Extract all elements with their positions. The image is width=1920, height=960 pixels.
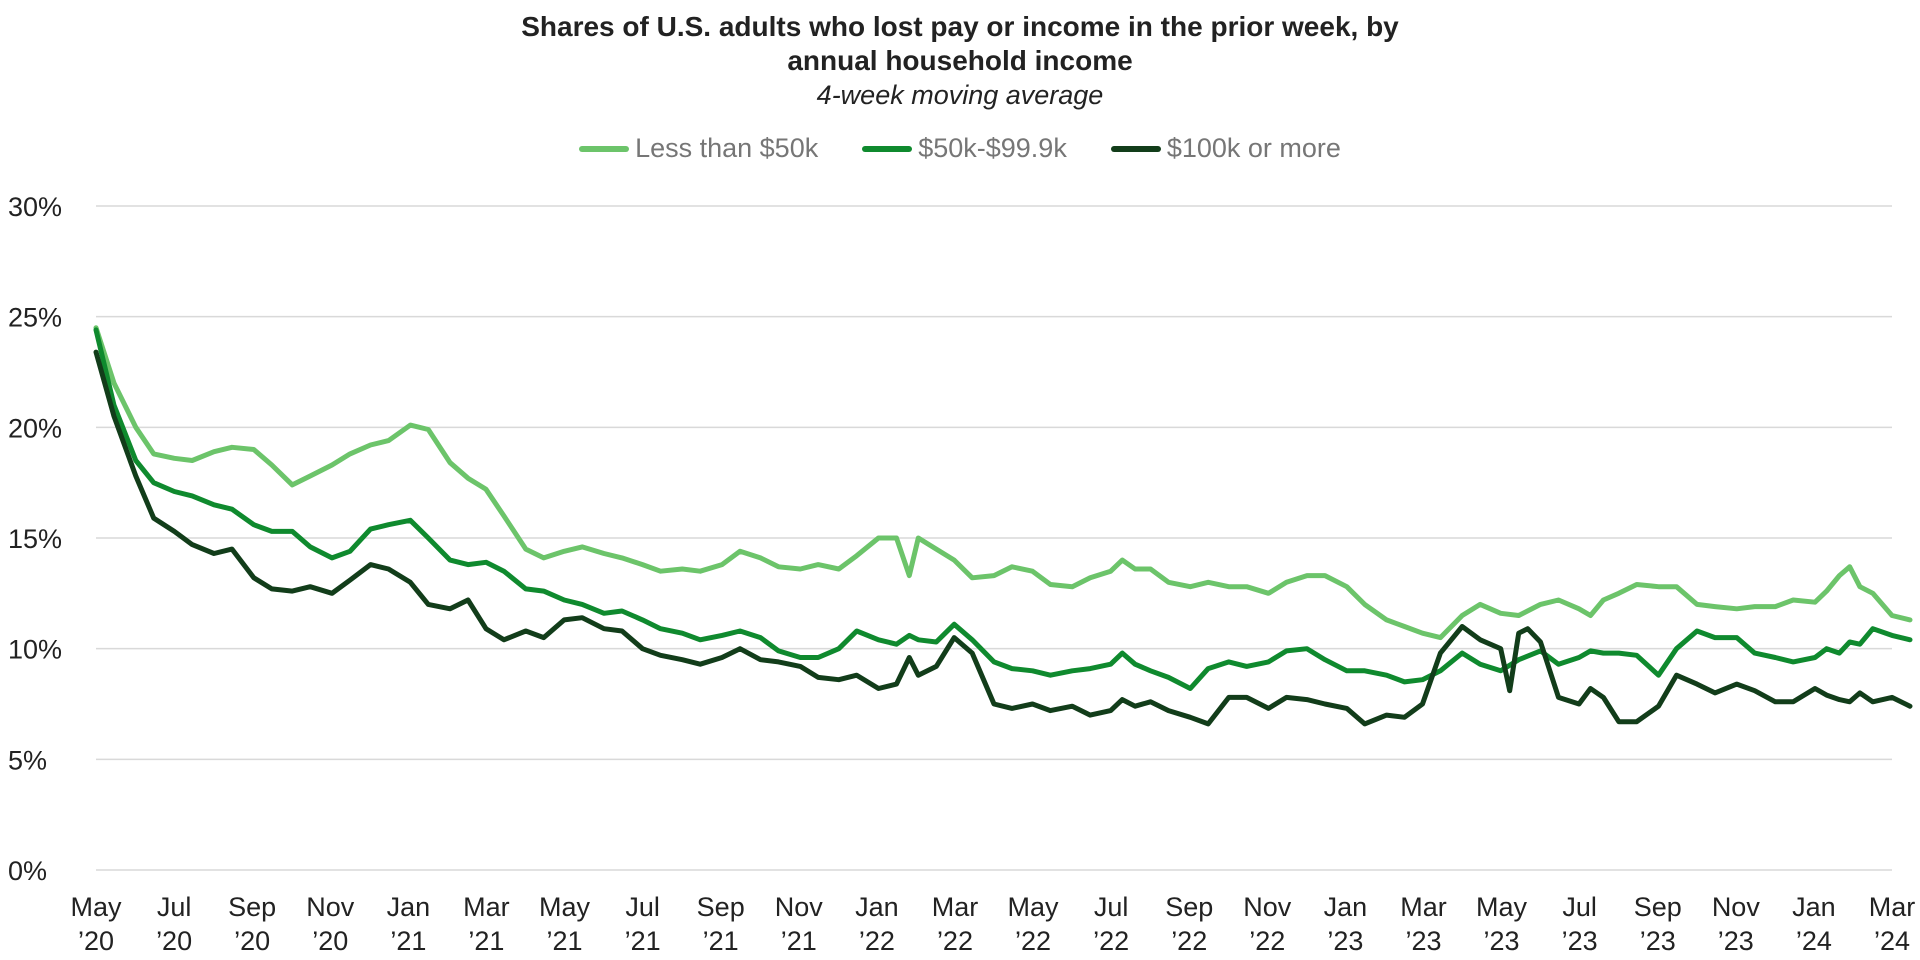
legend-label-under-50k: Less than $50k xyxy=(635,133,819,163)
x-tick-label: Mar ’22 xyxy=(932,892,979,956)
series-lines xyxy=(93,325,1913,727)
chart-title: Shares of U.S. adults who lost pay or in… xyxy=(521,11,1399,76)
x-tick-label: Jan ’23 xyxy=(1324,892,1368,956)
y-tick-label: 30% xyxy=(8,192,62,222)
legend-swatch-50k-99k xyxy=(862,145,913,152)
x-tick-label: Jul ’23 xyxy=(1562,892,1598,956)
legend-item-under-50k: Less than $50k xyxy=(579,133,818,164)
x-tick-label: Sep ’22 xyxy=(1165,892,1213,956)
legend-label-100k-plus: $100k or more xyxy=(1166,133,1341,163)
series-line-0 xyxy=(93,325,1913,641)
y-tick-label: 5% xyxy=(8,745,47,775)
x-tick-label: Jan ’21 xyxy=(387,892,431,956)
x-tick-label: Jul ’20 xyxy=(156,892,192,956)
x-tick-label: Mar ’21 xyxy=(463,892,510,956)
chart-subtitle: 4-week moving average xyxy=(816,80,1104,110)
x-tick-label: Jul ’21 xyxy=(625,892,661,956)
y-tick-label: 20% xyxy=(8,413,62,443)
y-tick-label: 15% xyxy=(8,524,62,554)
x-tick-label: Nov ’23 xyxy=(1712,892,1761,956)
x-tick-label: Mar ’23 xyxy=(1400,892,1447,956)
legend-swatch-100k-plus xyxy=(1110,145,1161,152)
series-line-1 xyxy=(93,327,1913,691)
x-tick-label: Jul ’22 xyxy=(1093,892,1129,956)
x-tick-label: Jan ’24 xyxy=(1792,892,1836,956)
y-tick-label: 25% xyxy=(8,303,62,333)
x-tick-label: Jan ’22 xyxy=(855,892,899,956)
series-line-2 xyxy=(93,349,1913,727)
chart-legend: Less than $50k $50k-$99.9k $100k or more xyxy=(0,133,1920,164)
x-tick-label: May ’22 xyxy=(1008,892,1060,956)
legend-swatch-under-50k xyxy=(579,145,630,152)
legend-item-50k-99k: $50k-$99.9k xyxy=(862,133,1067,164)
chart-title-block: Shares of U.S. adults who lost pay or in… xyxy=(0,10,1920,112)
x-tick-label: Sep ’21 xyxy=(697,892,745,956)
gridlines xyxy=(96,205,1892,871)
x-tick-label: May ’20 xyxy=(70,892,122,956)
y-axis-tick-labels: 0% 5% 10% 15% 20% 25% 30% xyxy=(8,192,62,886)
legend-label-50k-99k: $50k-$99.9k xyxy=(918,133,1067,163)
x-tick-label: Mar ’24 xyxy=(1869,892,1916,956)
x-tick-label: Sep ’23 xyxy=(1634,892,1682,956)
y-tick-label: 10% xyxy=(8,635,62,665)
y-tick-label: 0% xyxy=(8,856,47,886)
x-tick-label: Nov ’21 xyxy=(775,892,824,956)
legend-item-100k-plus: $100k or more xyxy=(1110,133,1341,164)
x-tick-label: Nov ’20 xyxy=(306,892,355,956)
x-tick-label: Nov ’22 xyxy=(1243,892,1292,956)
x-axis-tick-labels: May ’20 Jul ’20 Sep ’20 Nov ’20 Jan ’21 Mar ’21 May’… xyxy=(70,892,1915,956)
x-tick-label: May ’23 xyxy=(1476,892,1528,956)
x-tick-label: Sep ’20 xyxy=(228,892,276,956)
x-tick-label: May ’21 xyxy=(539,892,591,956)
